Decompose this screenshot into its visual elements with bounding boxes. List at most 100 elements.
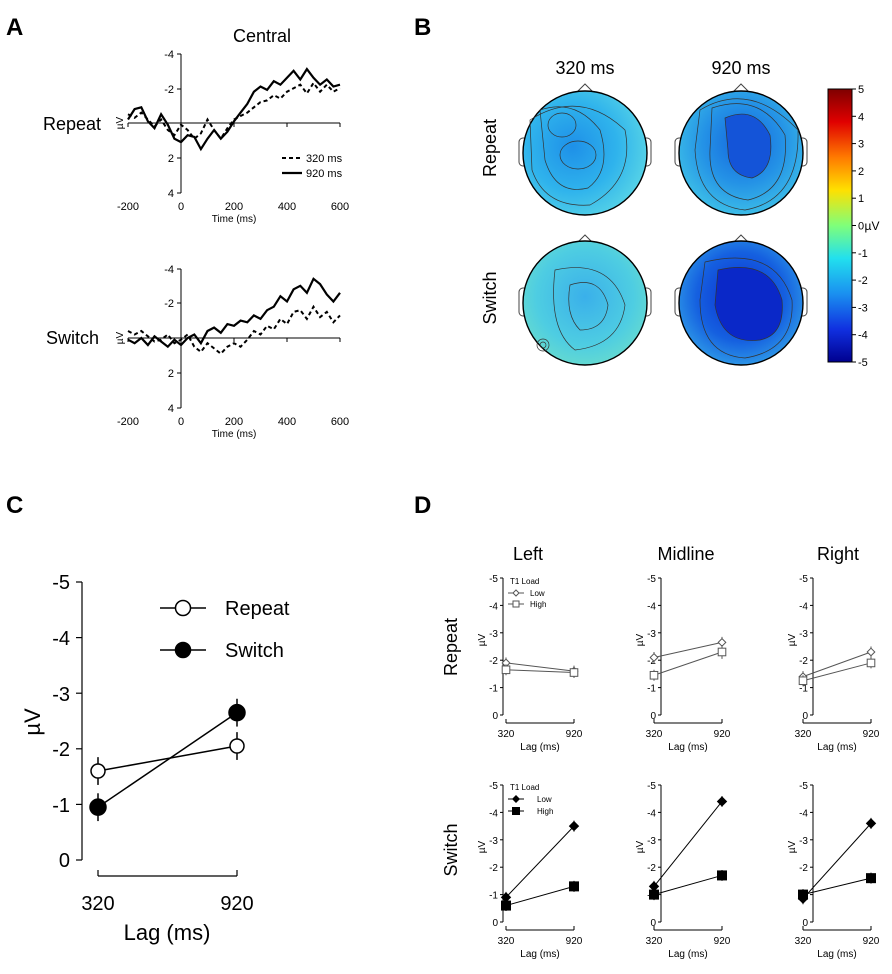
panel-d-xlabel: Lag (ms) xyxy=(668,742,707,753)
legend-label-920ms: 920 ms xyxy=(306,168,343,180)
panel-d-switch-midline-point-high xyxy=(717,870,727,881)
panel-d-repeat-left-point-high xyxy=(569,668,579,677)
panel-a-switch-ytick-1: -4 xyxy=(164,264,174,276)
panel-d-switch-legend-label-low: Low xyxy=(537,795,552,804)
panel-d-switch-left-point-high xyxy=(569,881,579,892)
wave-repeat-320ms xyxy=(127,81,341,141)
panel-d-repeat-legend-marker-low xyxy=(512,589,520,597)
panel-d-ytick-label: 0 xyxy=(802,918,808,929)
panel-d-ytick-label: -4 xyxy=(489,601,498,612)
colorbar-tick-marks xyxy=(852,88,856,363)
panel-d-col-label-left: Left xyxy=(513,544,543,564)
panel-c-ytick-3: -3 xyxy=(52,684,70,706)
panel-a-repeat-ytick-3: 2 xyxy=(168,153,174,165)
panel-d-ytick-label: -1 xyxy=(489,684,498,695)
panel-d-ylabel: µV xyxy=(787,840,798,853)
panel-a-repeat-xtick-1: -200 xyxy=(117,201,139,213)
panel-a-switch-xtick-2: 0 xyxy=(178,416,184,428)
panel-b-col-label-920: 920 ms xyxy=(711,58,770,78)
panel-d-xtick-920: 920 xyxy=(566,729,583,740)
legend-marker-switch xyxy=(174,641,192,659)
panel-d-switch-legend-label-high: High xyxy=(537,807,553,816)
panel-a-switch-ytick-3: 2 xyxy=(168,368,174,380)
panel-d-ytick-label: -5 xyxy=(647,781,656,792)
panel-d-ytick-label: -5 xyxy=(647,574,656,585)
colorbar-label--3: -3 xyxy=(858,302,868,314)
panel-c-ytick-2: -4 xyxy=(52,628,70,650)
panel-c-xlabel: Lag (ms) xyxy=(124,920,211,945)
panel-a-repeat-xtick-2: 0 xyxy=(178,201,184,213)
panel-d-col-label-right: Right xyxy=(817,544,859,564)
panel-d-repeat-left-line-low xyxy=(505,662,575,672)
panel-d-switch-midline-line-high xyxy=(653,874,723,896)
panel-d-ytick-label: -2 xyxy=(799,863,808,874)
panel-a-row-label-switch: Switch xyxy=(46,328,99,348)
panel-d-switch-left-point-high xyxy=(501,900,511,911)
panel-d-ytick-label: -1 xyxy=(799,684,808,695)
panel-d-xlabel: Lag (ms) xyxy=(817,949,856,960)
panel-label-b: B xyxy=(414,14,432,41)
panel-d-col-label-midline: Midline xyxy=(657,544,714,564)
colorbar-label--4: -4 xyxy=(858,330,868,342)
panel-d-repeat-legend-label-low: Low xyxy=(530,589,545,598)
panel-d-switch-right-point-high xyxy=(866,873,876,884)
panel-d-ytick-label: -4 xyxy=(799,808,808,819)
panel-d-ytick-label: -2 xyxy=(647,656,656,667)
panel-d-xlabel: Lag (ms) xyxy=(520,949,559,960)
panel-d-ytick-label: -5 xyxy=(489,574,498,585)
panel-c-point-switch xyxy=(228,703,246,722)
panel-a-repeat-xlabel: Time (ms) xyxy=(212,214,257,225)
panel-d-xtick-320: 320 xyxy=(646,729,663,740)
panel-c-line-repeat xyxy=(97,745,238,772)
panel-a-title: Central xyxy=(233,26,291,46)
panel-c-xtick-920: 920 xyxy=(220,893,253,915)
panel-d-ytick-label: -2 xyxy=(799,656,808,667)
panel-d-switch-right-point-low xyxy=(865,818,877,829)
panel-d-switch-right-point-high xyxy=(798,889,808,900)
panel-d-xtick-920: 920 xyxy=(714,936,731,947)
panel-d-plot-area: 0 -1 -2 -3 -4 -5 µV 320 920 Lag (ms) 0 -1 -2 -3 -4 -5 µV… xyxy=(477,574,880,960)
panel-c-plot-area xyxy=(89,698,246,822)
colorbar xyxy=(827,88,853,363)
panel-d-xlabel: Lag (ms) xyxy=(817,742,856,753)
panel-d-switch-right-line-high xyxy=(802,877,872,896)
panel-d-switch-midline-point-high xyxy=(649,889,659,900)
panel-d-switch-left-point-low xyxy=(568,820,580,832)
panel-b-row-label-repeat: Repeat xyxy=(480,119,500,177)
panel-d-ylabel: µV xyxy=(477,633,488,646)
panel-d-xtick-920: 920 xyxy=(566,936,583,947)
panel-c-point-switch xyxy=(89,798,107,816)
panel-d-ytick-label: -3 xyxy=(799,629,808,640)
panel-d-switch-right-line-low xyxy=(802,823,872,900)
panel-d-switch-midline-point-low xyxy=(716,796,728,807)
panel-d-switch-left-line-low xyxy=(505,825,575,898)
panel-d-ytick-label: 0 xyxy=(650,918,656,929)
panel-label-a: A xyxy=(6,14,24,41)
panel-d-xtick-320: 320 xyxy=(646,936,663,947)
panel-a-repeat-ytick-1: -4 xyxy=(164,49,174,61)
panel-c-point-repeat xyxy=(90,763,106,779)
panel-a-switch-unit: µV xyxy=(115,331,126,344)
panel-a-switch-xtick-5: 600 xyxy=(331,416,349,428)
panel-d-repeat-midline-line-high xyxy=(653,651,723,676)
panel-d-switch-legend-title: T1 Load xyxy=(510,783,539,792)
panel-a-switch-ytick-4: 4 xyxy=(168,403,174,415)
legend-label-switch: Switch xyxy=(225,640,284,662)
panel-d-ytick-label: 0 xyxy=(802,711,808,722)
panel-d-row-label-switch: Switch xyxy=(441,823,461,876)
panel-c-ylabel: µV xyxy=(20,708,45,736)
panel-c-ytick-marks xyxy=(76,581,82,861)
panel-d-ytick-label: -4 xyxy=(799,601,808,612)
panel-d-repeat-right-point-high xyxy=(798,676,808,686)
panel-d-ytick-label: -3 xyxy=(489,836,498,847)
panel-d-repeat-legend-label-high: High xyxy=(530,600,546,609)
panel-d-repeat-midline-point-high xyxy=(649,670,659,680)
panel-c-ytick-5: -1 xyxy=(52,795,70,817)
panel-d-switch-legend-marker-high xyxy=(512,807,520,815)
panel-a-row-label-repeat: Repeat xyxy=(43,114,101,134)
panel-d-repeat-midline-point-low xyxy=(717,637,727,647)
panel-d-xtick-320: 320 xyxy=(795,729,812,740)
panel-label-d: D xyxy=(414,492,432,519)
panel-c-ytick-6: 0 xyxy=(59,850,70,872)
colorbar-label-0: 0 xyxy=(858,221,864,233)
